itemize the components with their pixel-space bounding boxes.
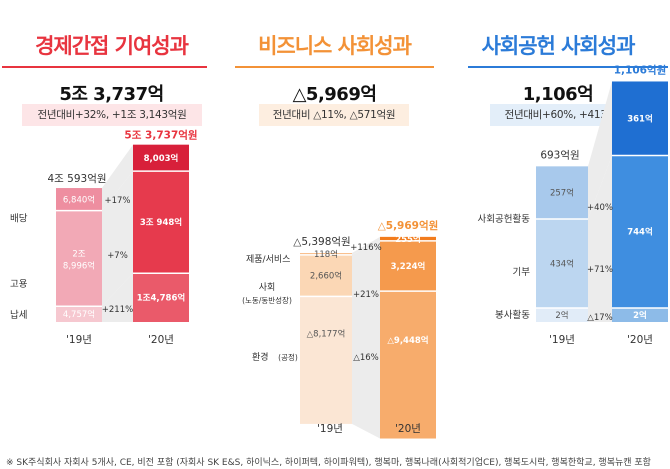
bar-segment-19 bbox=[56, 306, 102, 322]
bar-segment-20 bbox=[380, 240, 436, 292]
category-label: (노동/동반성장) bbox=[242, 295, 292, 305]
growth-label: △16% bbox=[353, 353, 378, 363]
bar-segment-20 bbox=[133, 144, 189, 172]
bar-segment-20 bbox=[133, 273, 189, 322]
year-total-20: 5조 3,737억원 bbox=[124, 129, 197, 142]
panel-title: 사회공헌 사회성과 bbox=[481, 34, 636, 58]
connector-band bbox=[102, 273, 133, 322]
bar-segment-19 bbox=[536, 219, 588, 308]
bar-segment-20 bbox=[133, 171, 189, 274]
value-label: 118억 bbox=[314, 249, 338, 260]
bar-segment-19 bbox=[536, 308, 588, 322]
category-label: 기부 bbox=[513, 267, 531, 278]
category-label: 사회 bbox=[259, 282, 276, 293]
growth-label: +116% bbox=[350, 243, 381, 253]
value-label: 2,660억 bbox=[310, 271, 342, 282]
value-label: 2억 bbox=[555, 310, 568, 321]
connector-band bbox=[352, 291, 380, 439]
title-underline bbox=[468, 66, 668, 68]
x-tick-label: '20년 bbox=[148, 334, 174, 346]
bar-segment-20 bbox=[612, 155, 668, 308]
title-underline bbox=[235, 66, 434, 68]
growth-label: +40% bbox=[587, 203, 613, 213]
growth-label: △17% bbox=[587, 313, 612, 323]
change-badge: 전년대비 △11%, △571억원 bbox=[259, 104, 409, 126]
value-label: 744억 bbox=[627, 227, 653, 238]
panel-title: 경제간접 기여성과 bbox=[35, 34, 189, 58]
x-tick-label: '20년 bbox=[627, 334, 653, 346]
value-label: 2조 bbox=[72, 249, 85, 259]
category-label: (공정) bbox=[278, 352, 298, 362]
value-label: 8,996억 bbox=[63, 260, 95, 271]
connector-band bbox=[588, 155, 612, 308]
value-label: 3,224억 bbox=[391, 261, 426, 272]
bar-segment-19 bbox=[536, 166, 588, 220]
growth-label: +7% bbox=[107, 251, 128, 261]
panel-title: 비즈니스 사회성과 bbox=[258, 34, 412, 58]
value-label: 255억 bbox=[395, 234, 421, 245]
category-label: 환경 bbox=[252, 351, 269, 363]
growth-label: +21% bbox=[353, 290, 379, 300]
category-label: 사회공헌활동 bbox=[478, 213, 531, 225]
bar-segment-19 bbox=[300, 296, 352, 424]
value-label: 4,757억 bbox=[63, 309, 95, 320]
value-label: 361억 bbox=[627, 113, 653, 124]
growth-label: +71% bbox=[587, 265, 613, 275]
value-label: 1조4,786억 bbox=[137, 293, 185, 304]
value-label: △9,448억 bbox=[387, 335, 428, 346]
year-total-20: 1,106억원 bbox=[614, 63, 667, 76]
title-underline bbox=[2, 66, 207, 68]
growth-label: +211% bbox=[102, 305, 133, 315]
change-badge: 전년대비+32%, +1조 3,143억원 bbox=[22, 104, 202, 126]
connector-band bbox=[588, 308, 612, 322]
panel-total: 5조 3,737억 bbox=[59, 84, 164, 105]
category-label: 고용 bbox=[10, 279, 28, 290]
panel-economic: 경제간접 기여성과 5조 3,737억 전년대비+32%, +1조 3,143억… bbox=[0, 0, 223, 469]
value-label: 2억 bbox=[633, 310, 647, 321]
category-label: 봉사활동 bbox=[495, 309, 530, 321]
year-total-19: 4조 593억원 bbox=[47, 173, 106, 185]
growth-label: +17% bbox=[104, 196, 130, 206]
panel-business: 비즈니스 사회성과 △5,969억 전년대비 △11%, △571억원 bbox=[223, 0, 446, 469]
connector-band bbox=[102, 171, 133, 307]
bar-segment-19 bbox=[300, 254, 352, 297]
value-label: 3조 948억 bbox=[140, 217, 182, 228]
bar-segment-19 bbox=[300, 253, 352, 255]
x-tick-label: '19년 bbox=[66, 334, 92, 346]
x-tick-label: '20년 bbox=[395, 423, 421, 435]
year-total-19: 693억원 bbox=[540, 149, 579, 161]
bar-segment-20 bbox=[380, 291, 436, 439]
category-label: 배당 bbox=[10, 213, 28, 224]
connector-band bbox=[352, 236, 380, 255]
bar-segment-20 bbox=[380, 236, 436, 241]
value-label: 6,840억 bbox=[63, 194, 95, 205]
value-label: 8,003억 bbox=[144, 153, 179, 164]
value-label: △8,177억 bbox=[307, 328, 346, 339]
bar-segment-20 bbox=[612, 308, 668, 322]
x-tick-label: '19년 bbox=[317, 423, 343, 435]
value-label: 257억 bbox=[550, 188, 574, 199]
bar-segment-19 bbox=[56, 210, 102, 307]
category-label: 제품/서비스 bbox=[246, 254, 290, 265]
connector-band bbox=[352, 240, 380, 297]
x-tick-label: '19년 bbox=[549, 334, 575, 346]
category-label: 납세 bbox=[10, 310, 27, 321]
panel-total: 1,106억 bbox=[522, 84, 594, 105]
value-label: 434억 bbox=[550, 259, 574, 270]
connector-band bbox=[102, 144, 133, 211]
footnote: ※ SK주식회사 자회사 5개사, CE, 비전 포함 (자회사 SK E&S,… bbox=[6, 458, 651, 468]
bar-segment-19 bbox=[56, 188, 102, 211]
year-total-20: △5,969억원 bbox=[378, 219, 439, 232]
bar-segment-20 bbox=[612, 81, 668, 156]
connector-band bbox=[588, 81, 612, 220]
panel-total: △5,969억 bbox=[292, 84, 377, 105]
year-total-19: △5,398억원 bbox=[293, 236, 350, 248]
